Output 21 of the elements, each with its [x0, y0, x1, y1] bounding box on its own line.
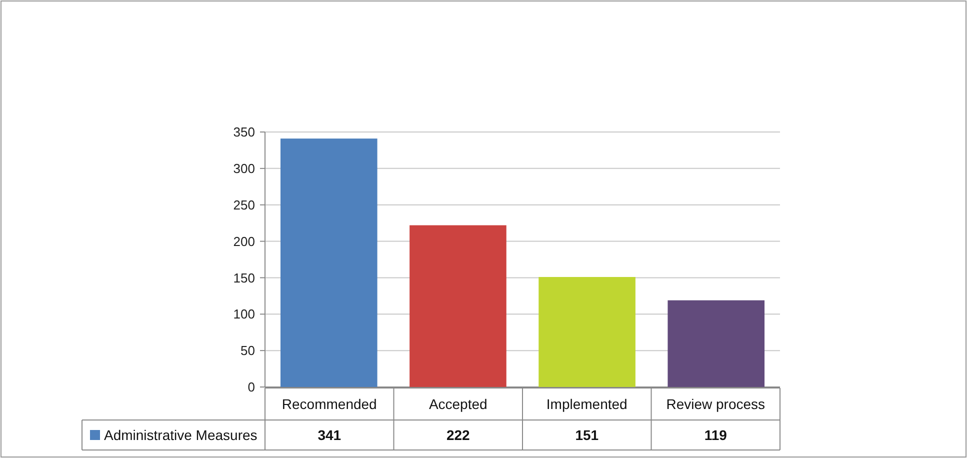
y-tick-label: 0: [248, 380, 255, 395]
bar: [668, 300, 765, 387]
bar: [280, 138, 378, 387]
y-tick-label: 100: [233, 306, 255, 322]
y-tick-label: 250: [233, 197, 255, 212]
y-tick-label: 350: [233, 124, 255, 140]
y-tick-label: 150: [233, 270, 255, 286]
x-tick-label: Review process: [666, 396, 766, 412]
bar: [538, 276, 636, 387]
data-label: 151: [575, 426, 599, 443]
y-tick-label: 50: [240, 343, 255, 358]
y-tick-label: 200: [233, 234, 255, 249]
y-tick-label: 300: [233, 160, 255, 176]
bar: [410, 225, 506, 387]
legend-label: Administrative Measures: [104, 426, 258, 443]
data-label: 341: [318, 426, 342, 443]
x-tick-label: Implemented: [546, 396, 628, 412]
data-label: 222: [446, 426, 470, 443]
x-tick-label: Recommended: [282, 396, 377, 412]
x-tick-label: Accepted: [428, 396, 488, 412]
data-label: 119: [704, 426, 728, 443]
